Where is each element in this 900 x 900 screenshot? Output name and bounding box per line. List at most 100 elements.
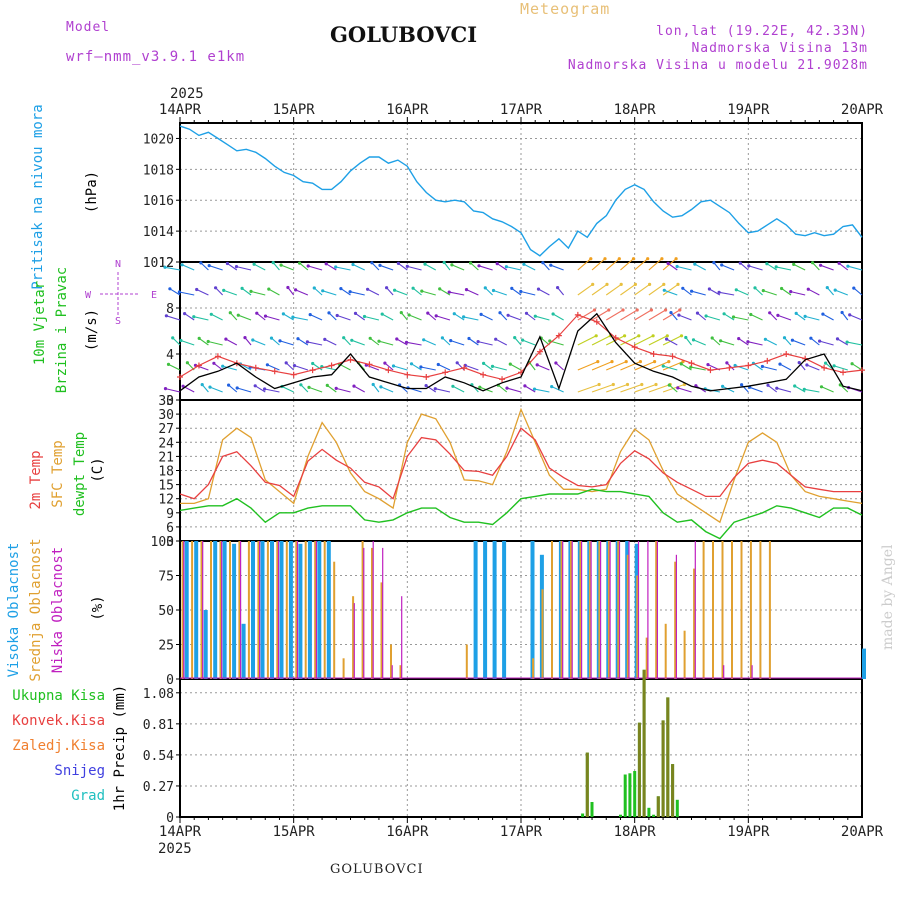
wind-arrow [451, 264, 465, 271]
wind-arrow [694, 263, 706, 271]
model-elevation-text: Nadmorska Visina u modelu 21.9028m [567, 58, 868, 73]
cloud-bar [183, 541, 185, 679]
wind-arrow-head [852, 286, 856, 290]
wind-arrow [536, 364, 550, 371]
wind-gust-marker [499, 376, 506, 383]
wind-arrow-head [678, 308, 682, 312]
precip-conv-bar [671, 764, 675, 817]
compass-e: E [151, 290, 157, 301]
wind-arrow-head [519, 289, 523, 294]
wind-arrow [495, 338, 508, 346]
wind-arrow [169, 288, 181, 296]
wind-arrow [677, 387, 692, 393]
wind-arrow [749, 386, 763, 393]
wind-arrow [313, 287, 323, 296]
wind-gust-marker [195, 362, 202, 369]
wind-side-label-1: 10m Vjetar [32, 281, 48, 365]
wind-arrow-head [370, 261, 374, 265]
y-tick-label: 1018 [143, 163, 174, 178]
wind-arrow-head [482, 361, 486, 365]
wind-gust-marker [574, 311, 581, 318]
wind-arrow-head [838, 383, 842, 387]
wind-arrow-head [350, 338, 354, 342]
wind-arrow-head [411, 286, 415, 290]
wind-arrow [795, 312, 806, 321]
model-label: Model [66, 20, 111, 35]
wind-arrow-head [462, 315, 466, 319]
wind-arrow-head [747, 264, 751, 268]
wind-arrow [577, 335, 597, 346]
wind-arrow [676, 265, 692, 271]
wind-arrow-head [765, 262, 769, 266]
wind-arrow-head [532, 387, 537, 391]
wind-arrow-head [802, 387, 806, 391]
wind-speed-line [179, 312, 863, 392]
y-tick-label: 1016 [143, 194, 174, 209]
wind-arrow-head [440, 336, 444, 340]
wind-arrow [380, 386, 394, 393]
wind-arrow [439, 288, 451, 296]
wind-arrow [551, 386, 564, 393]
wind-arrow-head [404, 340, 409, 344]
wind-arrow-head [200, 383, 204, 387]
wind-arrow-head [667, 360, 671, 364]
wind-gust-marker [612, 334, 619, 341]
wind-arrow [386, 287, 394, 296]
wind-arrow-head [286, 285, 290, 290]
cloud-bar [391, 665, 393, 679]
wind-arrow [312, 363, 323, 371]
wind-arrow [435, 388, 451, 393]
wind-arrow-head [725, 361, 729, 365]
wind-arrow-head [721, 384, 725, 388]
wind-arrow [620, 309, 638, 321]
cloud-bar [352, 596, 355, 679]
y-tick-label: 27 [158, 422, 174, 437]
wind-arrow [308, 386, 323, 393]
wind-arrow-head [371, 382, 375, 387]
wind-arrow-head [556, 286, 560, 290]
compass-cross [100, 272, 138, 316]
lonlat-text: lon,lat (19.22E, 42.33N) [656, 24, 868, 39]
wind-arrow-head [651, 334, 655, 338]
wind-arrow [849, 314, 863, 321]
wind-arrow [250, 290, 266, 296]
wind-gust-marker [423, 374, 430, 380]
wind-arrow-head [433, 387, 437, 391]
wind-arrow-head [353, 311, 358, 315]
wind-arrow [510, 363, 522, 371]
wind-arrow [691, 290, 706, 296]
wind-arrow-head [533, 314, 537, 318]
wind-arrow [450, 340, 465, 346]
wind-arrow [228, 384, 238, 393]
wind-arrow-head [760, 364, 765, 369]
bottom-date-label: 16APR [386, 824, 429, 840]
wind-arrow [369, 337, 380, 346]
y-tick-label: 8 [166, 302, 174, 317]
cloud-bar [191, 541, 194, 679]
wind-arrow [463, 316, 479, 321]
wind-arrow-head [778, 362, 782, 366]
wind-arrow [442, 337, 451, 346]
wind-arrow [166, 315, 181, 321]
wind-arrow [620, 258, 634, 271]
wind-arrow-head [819, 263, 823, 267]
wind-arrow-head [321, 289, 325, 293]
cloud-bar [645, 637, 648, 679]
cloud-bar [194, 541, 199, 679]
dewpoint-line [179, 488, 863, 540]
wind-arrow [283, 313, 294, 321]
wind-arrow-head [550, 385, 554, 389]
wind-arrow [297, 338, 309, 346]
temp-axis-label: (C) [90, 457, 106, 482]
wind-arrow [680, 363, 692, 371]
top-date-label: 20APR [841, 102, 884, 118]
wind-arrow-head [426, 311, 430, 315]
wind-arrow-head [296, 337, 300, 341]
y-tick-label: 0.81 [143, 718, 174, 733]
wind-arrow [393, 365, 408, 371]
wind-arrow-head [768, 311, 772, 315]
wind-arrow [648, 335, 668, 346]
wind-arrow-head [638, 360, 643, 364]
wind-arrow-head [391, 364, 396, 368]
cloud-bar [502, 541, 507, 679]
